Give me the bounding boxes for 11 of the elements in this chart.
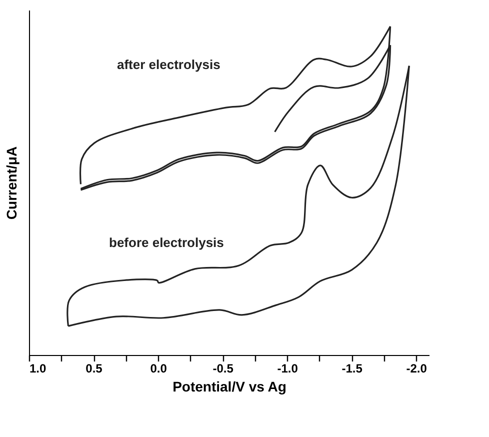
x-tick-label: 1.0	[30, 362, 47, 376]
x-axis-title: Potential/V vs Ag	[172, 378, 286, 394]
x-tick-label: -1.0	[277, 362, 298, 376]
text: after electrolysis	[117, 57, 220, 72]
x-tick-label: -0.5	[212, 362, 234, 376]
series-label: before electrolysis	[109, 235, 224, 250]
x-tick-label: -2.0	[406, 362, 428, 376]
x-tick-label: 0.5	[86, 362, 103, 376]
y-axis-title: Current/μA	[4, 146, 20, 220]
x-tick-label: 0.0	[150, 362, 168, 376]
x-tick-label: -1.5	[342, 362, 363, 376]
